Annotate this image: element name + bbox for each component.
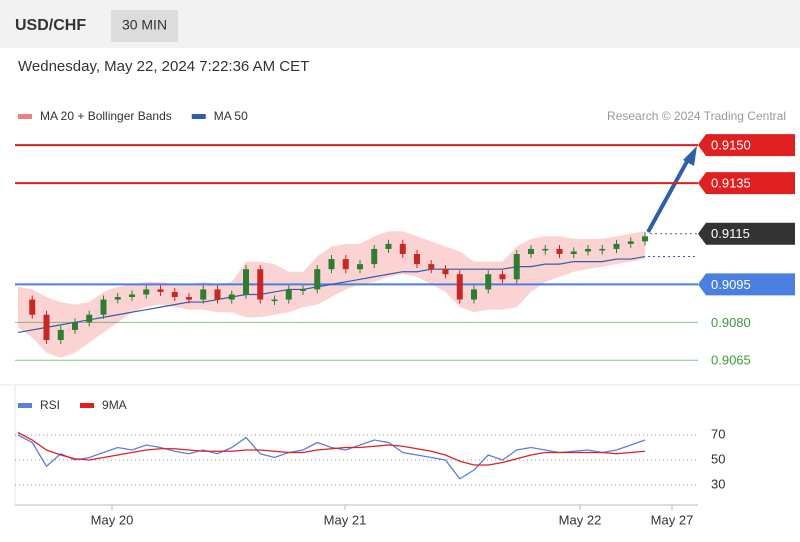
candle: [43, 314, 50, 341]
y-tick-label: 70: [711, 426, 725, 441]
level-tag: [698, 134, 795, 157]
ma50-line: [17, 255, 646, 334]
candle: [57, 329, 64, 341]
candle: [613, 243, 620, 249]
interval-box: [111, 10, 178, 42]
forecast-arrowhead: [683, 146, 697, 166]
interval: 30 MIN: [122, 17, 167, 33]
candle: [328, 259, 335, 270]
legend-swatch: [18, 114, 32, 119]
candle: [285, 289, 292, 300]
candle: [570, 251, 577, 254]
candle: [456, 274, 463, 300]
level-label: 0.9080: [711, 315, 751, 330]
legend-label: MA 50: [214, 109, 248, 123]
candle: [371, 248, 378, 265]
series-line: [17, 434, 646, 480]
level-tag: [698, 222, 795, 245]
candle: [171, 291, 178, 298]
x-tick-label: May 21: [324, 512, 367, 527]
source: Research © 2024 Trading Central: [607, 109, 786, 123]
candle: [143, 289, 150, 295]
candle: [442, 269, 449, 275]
candle: [314, 269, 321, 290]
symbol: USD/CHF: [15, 17, 86, 34]
level-label: 0.9095: [711, 277, 751, 292]
candle: [214, 289, 221, 300]
x-tick-label: May 20: [91, 512, 134, 527]
candle: [513, 254, 520, 280]
level-label: 0.9115: [711, 226, 750, 241]
level-tag: [698, 273, 795, 296]
level-tag: [698, 172, 795, 195]
candle: [428, 264, 435, 270]
candle: [528, 248, 534, 254]
candle: [357, 264, 363, 270]
legend-swatch: [18, 403, 32, 408]
candle: [499, 274, 506, 280]
legend-swatch: [191, 114, 206, 119]
level-label: 0.9150: [711, 138, 751, 153]
candle: [72, 322, 78, 330]
candle: [471, 289, 477, 300]
candle: [157, 289, 164, 292]
x-tick-label: May 27: [651, 512, 694, 527]
legend-label: MA 20 + Bollinger Bands: [40, 109, 172, 123]
candle: [414, 254, 420, 265]
candle: [243, 269, 249, 295]
y-tick-label: 30: [711, 476, 725, 491]
candle: [257, 269, 264, 300]
candle: [114, 297, 121, 300]
candle: [300, 289, 306, 291]
candle: [200, 289, 207, 300]
candle: [100, 299, 107, 315]
candle: [385, 243, 392, 249]
timestamp: Wednesday, May 22, 2024 7:22:36 AM CET: [18, 58, 309, 75]
candle: [186, 297, 192, 300]
legend-swatch: [80, 403, 95, 408]
candle: [642, 236, 648, 242]
series-line: [17, 431, 646, 466]
candle: [86, 314, 93, 323]
y-tick-label: 50: [711, 451, 725, 466]
candle: [399, 243, 406, 254]
candle: [556, 248, 563, 254]
candle: [599, 248, 606, 251]
candle: [542, 248, 549, 251]
forecast-arrow: [646, 155, 692, 233]
legend-label: RSI: [40, 398, 60, 412]
candle: [29, 299, 36, 315]
candle: [271, 299, 278, 302]
level-label: 0.9135: [711, 176, 751, 191]
candle: [485, 274, 492, 290]
legend-label: 9MA: [102, 398, 127, 412]
candle: [228, 294, 235, 300]
bollinger-band: [18, 231, 645, 358]
candle: [342, 259, 349, 270]
x-tick-label: May 22: [559, 512, 602, 527]
candle: [627, 241, 634, 244]
candle: [129, 294, 135, 298]
candle: [585, 248, 591, 252]
level-label: 0.9065: [711, 353, 751, 368]
